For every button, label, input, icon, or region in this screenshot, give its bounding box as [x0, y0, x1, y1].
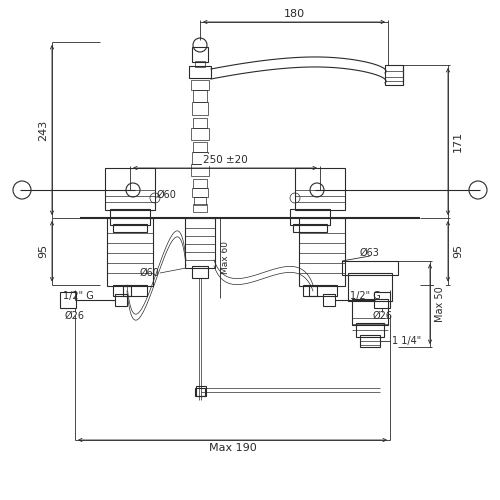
Text: 243: 243 [38, 120, 48, 141]
Bar [189, 66, 211, 78]
Text: 95: 95 [453, 244, 463, 258]
Bar [192, 152, 208, 164]
Bar [196, 386, 206, 396]
Bar [193, 179, 207, 188]
Text: 171: 171 [453, 131, 463, 152]
Bar [113, 285, 147, 296]
Text: 1/2" G: 1/2" G [350, 291, 381, 301]
Text: 95: 95 [38, 244, 48, 258]
Text: Ø60: Ø60 [140, 268, 160, 278]
Bar [113, 224, 147, 232]
Bar [191, 80, 209, 90]
Bar [323, 294, 335, 306]
Bar [60, 292, 76, 308]
Bar [290, 209, 330, 225]
Text: Ø26: Ø26 [373, 311, 393, 321]
Bar [107, 218, 153, 286]
Bar [192, 102, 208, 115]
Bar [193, 142, 207, 152]
Bar [356, 323, 384, 337]
Bar [193, 118, 207, 128]
Bar [194, 197, 206, 205]
Bar [191, 128, 209, 140]
Bar [295, 168, 345, 210]
Text: 1 1/4": 1 1/4" [392, 336, 421, 346]
Bar [195, 388, 205, 396]
Bar [115, 294, 127, 306]
Bar [193, 204, 207, 212]
Bar [342, 261, 398, 275]
Bar [374, 292, 390, 308]
Bar [352, 299, 388, 325]
Bar [192, 47, 208, 62]
Text: 1/2" G: 1/2" G [63, 291, 94, 301]
Bar [348, 273, 392, 301]
Bar [185, 218, 215, 268]
Bar [303, 285, 337, 296]
Bar [293, 224, 327, 232]
Text: Ø60: Ø60 [157, 190, 177, 200]
Text: Ø26: Ø26 [65, 311, 85, 321]
Bar [360, 335, 380, 347]
Text: 180: 180 [284, 9, 304, 19]
Bar [193, 90, 207, 102]
Bar [195, 61, 205, 67]
Bar [192, 266, 208, 278]
Bar [385, 65, 403, 85]
Bar [309, 286, 317, 296]
Bar [123, 286, 131, 296]
Bar [299, 218, 345, 286]
Bar [110, 209, 150, 225]
Bar [105, 168, 155, 210]
Bar [191, 164, 209, 176]
Text: 250 ±20: 250 ±20 [202, 155, 248, 165]
Text: Max 60: Max 60 [220, 242, 230, 274]
Text: Max 50: Max 50 [435, 286, 445, 322]
Text: Max 190: Max 190 [208, 443, 256, 453]
Bar [192, 188, 208, 197]
Text: Ø63: Ø63 [360, 248, 380, 258]
